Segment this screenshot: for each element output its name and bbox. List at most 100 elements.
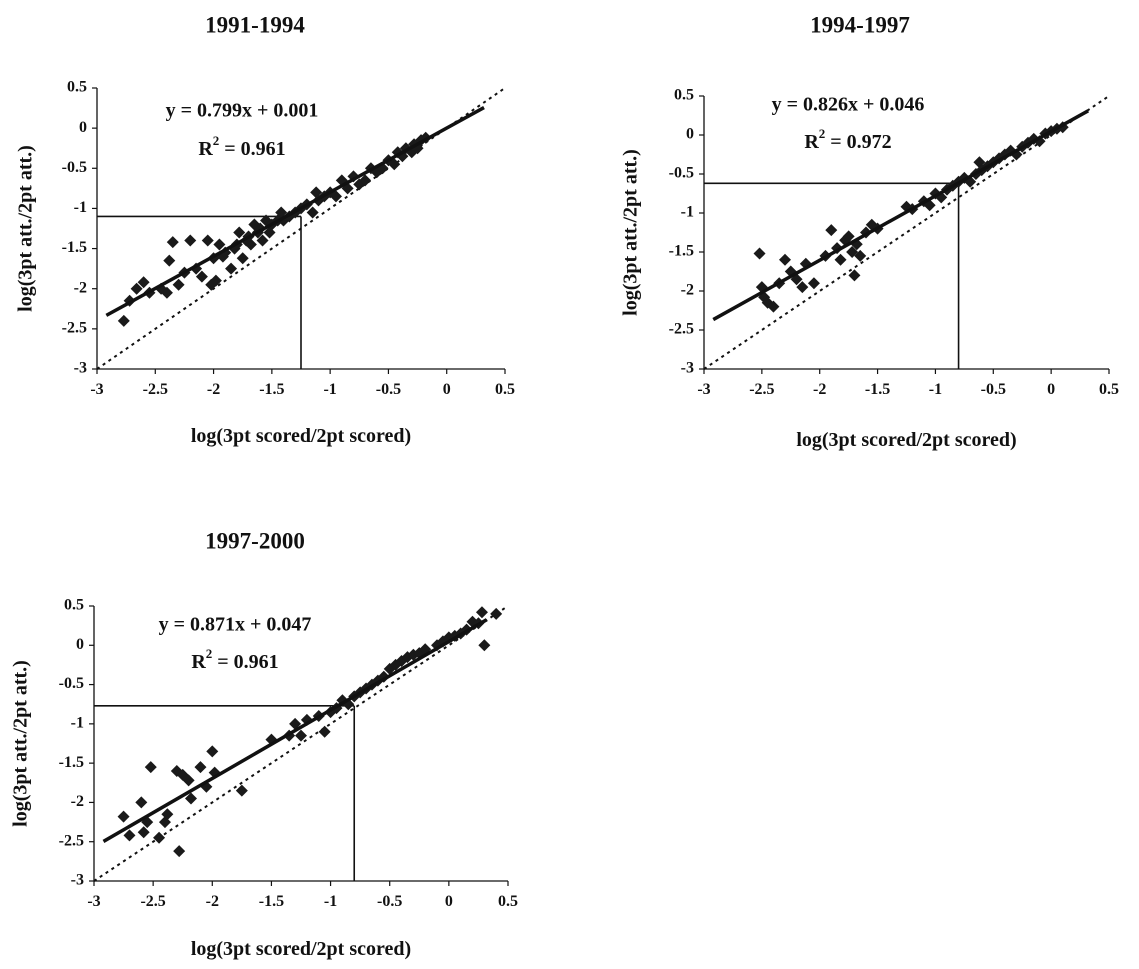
x-tick-label: -3 <box>697 381 710 398</box>
scatter-panel: 1994-1997 -3 -2.5 -2 -1.5 -1 -0.5 0 0.5 0.5 0 -0.5 -… <box>620 12 1119 451</box>
y-tick-label: -0.5 <box>62 159 87 176</box>
x-tick-label: -2.5 <box>140 893 165 910</box>
x-tick-label: -1 <box>324 893 337 910</box>
y-tick-label: -1.5 <box>669 243 694 260</box>
data-point <box>117 314 130 327</box>
data-point <box>182 774 195 787</box>
data-point <box>359 174 372 187</box>
x-tick-label: -1 <box>323 381 336 398</box>
data-point <box>329 190 342 203</box>
y-tick-label: -2 <box>74 279 87 296</box>
regression-line <box>105 106 485 317</box>
x-axis-label: log(3pt scored/2pt scored) <box>191 425 411 447</box>
identity-line <box>703 95 1110 370</box>
data-point <box>172 278 185 291</box>
data-point <box>388 158 401 171</box>
data-point <box>834 253 847 266</box>
y-tick-label: -0.5 <box>59 675 84 692</box>
x-tick-label: -0.5 <box>377 893 402 910</box>
y-tick-label: -0.5 <box>669 165 694 182</box>
data-point <box>475 606 488 619</box>
y-tick-label: -2 <box>71 793 84 810</box>
data-point <box>767 300 780 313</box>
y-tick-label: -2.5 <box>669 321 694 338</box>
y-tick-label: -1 <box>74 199 87 216</box>
x-tick-label: -1.5 <box>259 381 284 398</box>
data-point <box>117 810 130 823</box>
data-point <box>478 639 491 652</box>
data-point <box>195 270 208 283</box>
x-tick-label: -2 <box>813 381 826 398</box>
data-point <box>206 745 219 758</box>
data-point <box>123 829 136 842</box>
y-tick-label: 0.5 <box>67 79 87 96</box>
x-tick-label: 0 <box>443 381 451 398</box>
data-point <box>184 234 197 247</box>
y-tick-label: -3 <box>681 360 694 377</box>
data-point <box>235 784 248 797</box>
chart-title: 1991-1994 <box>205 12 305 37</box>
r-squared: R2 = 0.961 <box>191 646 278 673</box>
x-tick-label: -1.5 <box>865 381 890 398</box>
data-point <box>163 254 176 267</box>
y-tick-label: -1.5 <box>59 754 84 771</box>
regression-equation: y = 0.826x + 0.046 <box>772 94 925 116</box>
y-axis-label: log(3pt att./2pt att.) <box>10 660 32 827</box>
y-tick-label: -1 <box>681 204 694 221</box>
chart-title: 1997-2000 <box>205 528 305 553</box>
x-tick-label: 0.5 <box>1099 381 1119 398</box>
y-tick-label: 0.5 <box>674 87 694 104</box>
y-tick-label: -1 <box>71 715 84 732</box>
data-point <box>135 796 148 809</box>
regression-equation: y = 0.799x + 0.001 <box>166 100 319 122</box>
regression-equation: y = 0.871x + 0.047 <box>159 614 312 636</box>
y-tick-label: 0 <box>686 126 694 143</box>
y-tick-label: -1.5 <box>62 239 87 256</box>
x-tick-label: -0.5 <box>981 381 1006 398</box>
x-tick-label: -2 <box>207 381 220 398</box>
chart-title: 1994-1997 <box>810 12 910 37</box>
data-point <box>161 808 174 821</box>
data-point <box>295 729 307 742</box>
y-tick-label: 0 <box>76 636 84 653</box>
data-point <box>306 206 319 219</box>
data-point <box>846 246 859 258</box>
x-tick-label: -3 <box>87 893 100 910</box>
data-point <box>779 253 791 266</box>
x-tick-label: 0.5 <box>498 893 518 910</box>
data-point <box>213 238 226 251</box>
data-point <box>173 845 186 858</box>
x-tick-label: 0 <box>445 893 453 910</box>
data-point <box>225 262 238 275</box>
identity-line <box>93 605 509 882</box>
x-tick-label: -0.5 <box>376 381 401 398</box>
x-tick-label: -1 <box>929 381 942 398</box>
data-point <box>796 281 809 294</box>
data-point <box>807 277 820 290</box>
y-tick-label: -3 <box>71 872 84 889</box>
y-tick-label: -2.5 <box>62 320 87 337</box>
y-tick-label: -3 <box>74 360 87 377</box>
x-axis-label: log(3pt scored/2pt scored) <box>191 938 411 960</box>
x-tick-label: 0.5 <box>495 381 515 398</box>
x-tick-label: 0 <box>1047 381 1055 398</box>
y-axis-label: log(3pt att./2pt att.) <box>620 149 642 316</box>
x-tick-label: -2.5 <box>749 381 774 398</box>
data-point <box>184 792 197 805</box>
y-tick-label: 0 <box>79 119 87 136</box>
regression-line <box>712 109 1090 322</box>
x-tick-label: -2 <box>206 893 219 910</box>
r-squared: R2 = 0.972 <box>804 126 891 153</box>
data-point <box>201 234 214 247</box>
data-point <box>166 236 179 249</box>
data-point <box>144 761 157 774</box>
data-point <box>160 286 173 299</box>
regression-line <box>102 618 488 843</box>
data-point <box>244 238 257 251</box>
data-point <box>233 226 246 239</box>
data-point <box>137 276 150 289</box>
x-tick-label: -3 <box>90 381 103 398</box>
data-point <box>153 831 166 844</box>
y-axis-label: log(3pt att./2pt att.) <box>15 145 37 312</box>
